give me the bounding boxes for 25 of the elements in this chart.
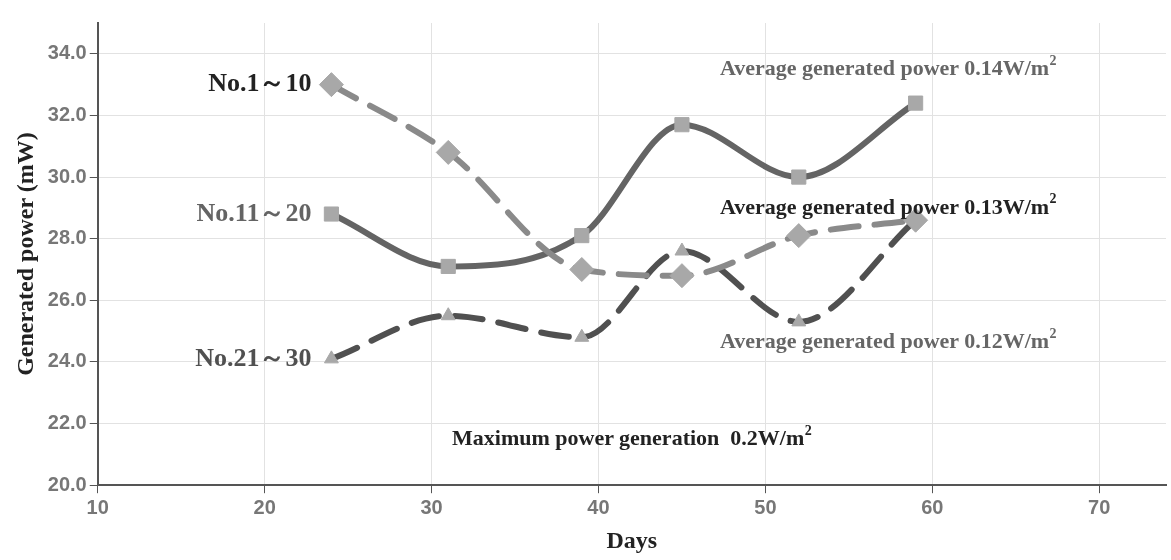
point xyxy=(786,223,812,249)
x-tick-label: 60 xyxy=(921,495,944,518)
point xyxy=(669,263,695,289)
point xyxy=(318,72,344,98)
series-label: No.21～30 xyxy=(195,342,312,372)
x-tick-label: 50 xyxy=(754,495,777,518)
y-axis-title: Generated power (mW) xyxy=(11,132,38,376)
y-tick-label: 22.0 xyxy=(47,411,87,434)
x-tick-label: 40 xyxy=(587,495,610,518)
y-tick-label: 34.0 xyxy=(47,41,87,64)
series-label: No.1～10 xyxy=(208,68,312,98)
x-tick-label: 70 xyxy=(1088,495,1111,518)
point xyxy=(569,257,595,283)
x-axis-title: Days xyxy=(606,526,658,553)
x-tick-label: 10 xyxy=(86,495,109,518)
y-tick-label: 28.0 xyxy=(47,226,87,249)
y-tick-label: 32.0 xyxy=(47,102,87,125)
y-tick-label: 26.0 xyxy=(47,287,87,310)
y-tick-label: 30.0 xyxy=(47,164,87,187)
y-tick-label: 20.0 xyxy=(47,472,87,495)
x-tick-label: 30 xyxy=(420,495,443,518)
x-tick-label: 20 xyxy=(253,495,276,518)
point xyxy=(435,139,461,165)
series-label: No.11～20 xyxy=(196,197,312,227)
y-tick-label: 24.0 xyxy=(47,349,87,372)
